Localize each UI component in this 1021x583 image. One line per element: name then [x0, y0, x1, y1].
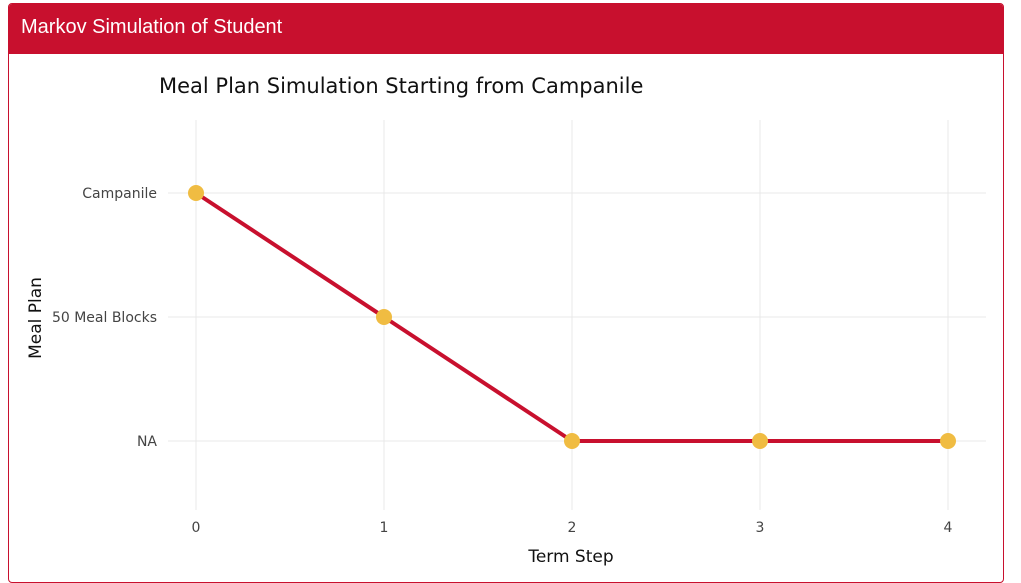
x-tick-label: 2: [568, 520, 577, 536]
data-point: [188, 185, 204, 201]
y-tick-label: Campanile: [82, 186, 157, 202]
grid-layer: [168, 120, 986, 510]
x-tick-label: 1: [380, 520, 389, 536]
y-tick-label: 50 Meal Blocks: [52, 310, 157, 326]
meal-plan-chart: 0 1 2 3 4 NA 50 Meal Blocks Campanile Meal Plan…: [26, 74, 986, 567]
y-tick-label: NA: [137, 434, 157, 450]
x-tick-label: 3: [756, 520, 765, 536]
data-point: [376, 309, 392, 325]
y-axis-title: Meal Plan: [26, 277, 46, 359]
panel-title: Markov Simulation of Student: [21, 16, 283, 38]
x-tick-label: 4: [944, 520, 953, 536]
data-point: [564, 433, 580, 449]
data-point: [752, 433, 768, 449]
x-axis-title: Term Step: [527, 547, 613, 567]
marker-layer: [188, 185, 956, 449]
chart-title: Meal Plan Simulation Starting from Campa…: [159, 74, 643, 98]
panel-header: Markov Simulation of Student: [9, 4, 1003, 54]
simulation-panel: Markov Simulation of Student: [8, 3, 1004, 583]
x-tick-label: 0: [192, 520, 201, 536]
data-point: [940, 433, 956, 449]
tick-layer: 0 1 2 3 4 NA 50 Meal Blocks Campanile: [52, 186, 953, 536]
